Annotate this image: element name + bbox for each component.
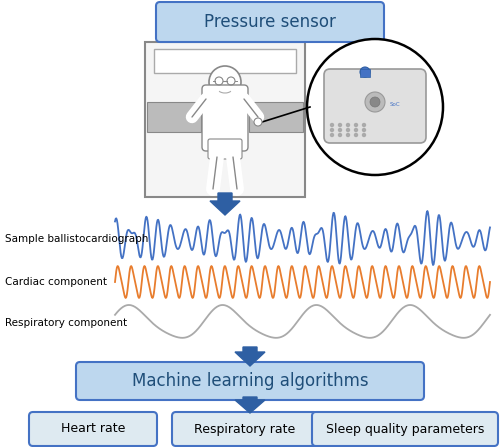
FancyBboxPatch shape (29, 412, 157, 446)
FancyBboxPatch shape (172, 412, 318, 446)
Polygon shape (235, 397, 265, 413)
FancyBboxPatch shape (147, 102, 201, 132)
FancyBboxPatch shape (312, 412, 498, 446)
Circle shape (365, 92, 385, 112)
Circle shape (346, 128, 350, 131)
FancyBboxPatch shape (324, 69, 426, 143)
Text: Pressure sensor: Pressure sensor (204, 13, 336, 31)
FancyBboxPatch shape (156, 2, 384, 42)
Text: Sleep quality parameters: Sleep quality parameters (326, 422, 484, 435)
FancyBboxPatch shape (208, 139, 242, 159)
Text: Heart rate: Heart rate (61, 422, 125, 435)
Polygon shape (235, 347, 265, 366)
Text: Respiratory rate: Respiratory rate (194, 422, 296, 435)
Circle shape (362, 123, 366, 127)
Circle shape (330, 128, 334, 131)
Circle shape (330, 134, 334, 136)
Circle shape (346, 123, 350, 127)
FancyBboxPatch shape (360, 69, 370, 77)
Circle shape (330, 123, 334, 127)
Circle shape (338, 134, 342, 136)
FancyBboxPatch shape (145, 42, 305, 197)
Text: Machine learning algorithms: Machine learning algorithms (132, 372, 368, 390)
Text: Cardiac component: Cardiac component (5, 277, 107, 287)
FancyBboxPatch shape (76, 362, 424, 400)
Circle shape (346, 134, 350, 136)
FancyBboxPatch shape (249, 102, 303, 132)
Polygon shape (210, 193, 240, 215)
Text: Sample ballistocardiograph: Sample ballistocardiograph (5, 234, 148, 244)
Circle shape (338, 123, 342, 127)
Circle shape (354, 128, 358, 131)
FancyBboxPatch shape (202, 85, 248, 151)
Circle shape (362, 134, 366, 136)
FancyBboxPatch shape (154, 49, 296, 73)
Circle shape (307, 39, 443, 175)
Circle shape (370, 97, 380, 107)
Circle shape (360, 67, 370, 77)
Circle shape (209, 66, 241, 98)
Text: SoC: SoC (390, 102, 400, 107)
Circle shape (354, 134, 358, 136)
Circle shape (354, 123, 358, 127)
Circle shape (362, 128, 366, 131)
Text: Respiratory component: Respiratory component (5, 318, 127, 328)
Circle shape (338, 128, 342, 131)
Circle shape (254, 118, 262, 126)
